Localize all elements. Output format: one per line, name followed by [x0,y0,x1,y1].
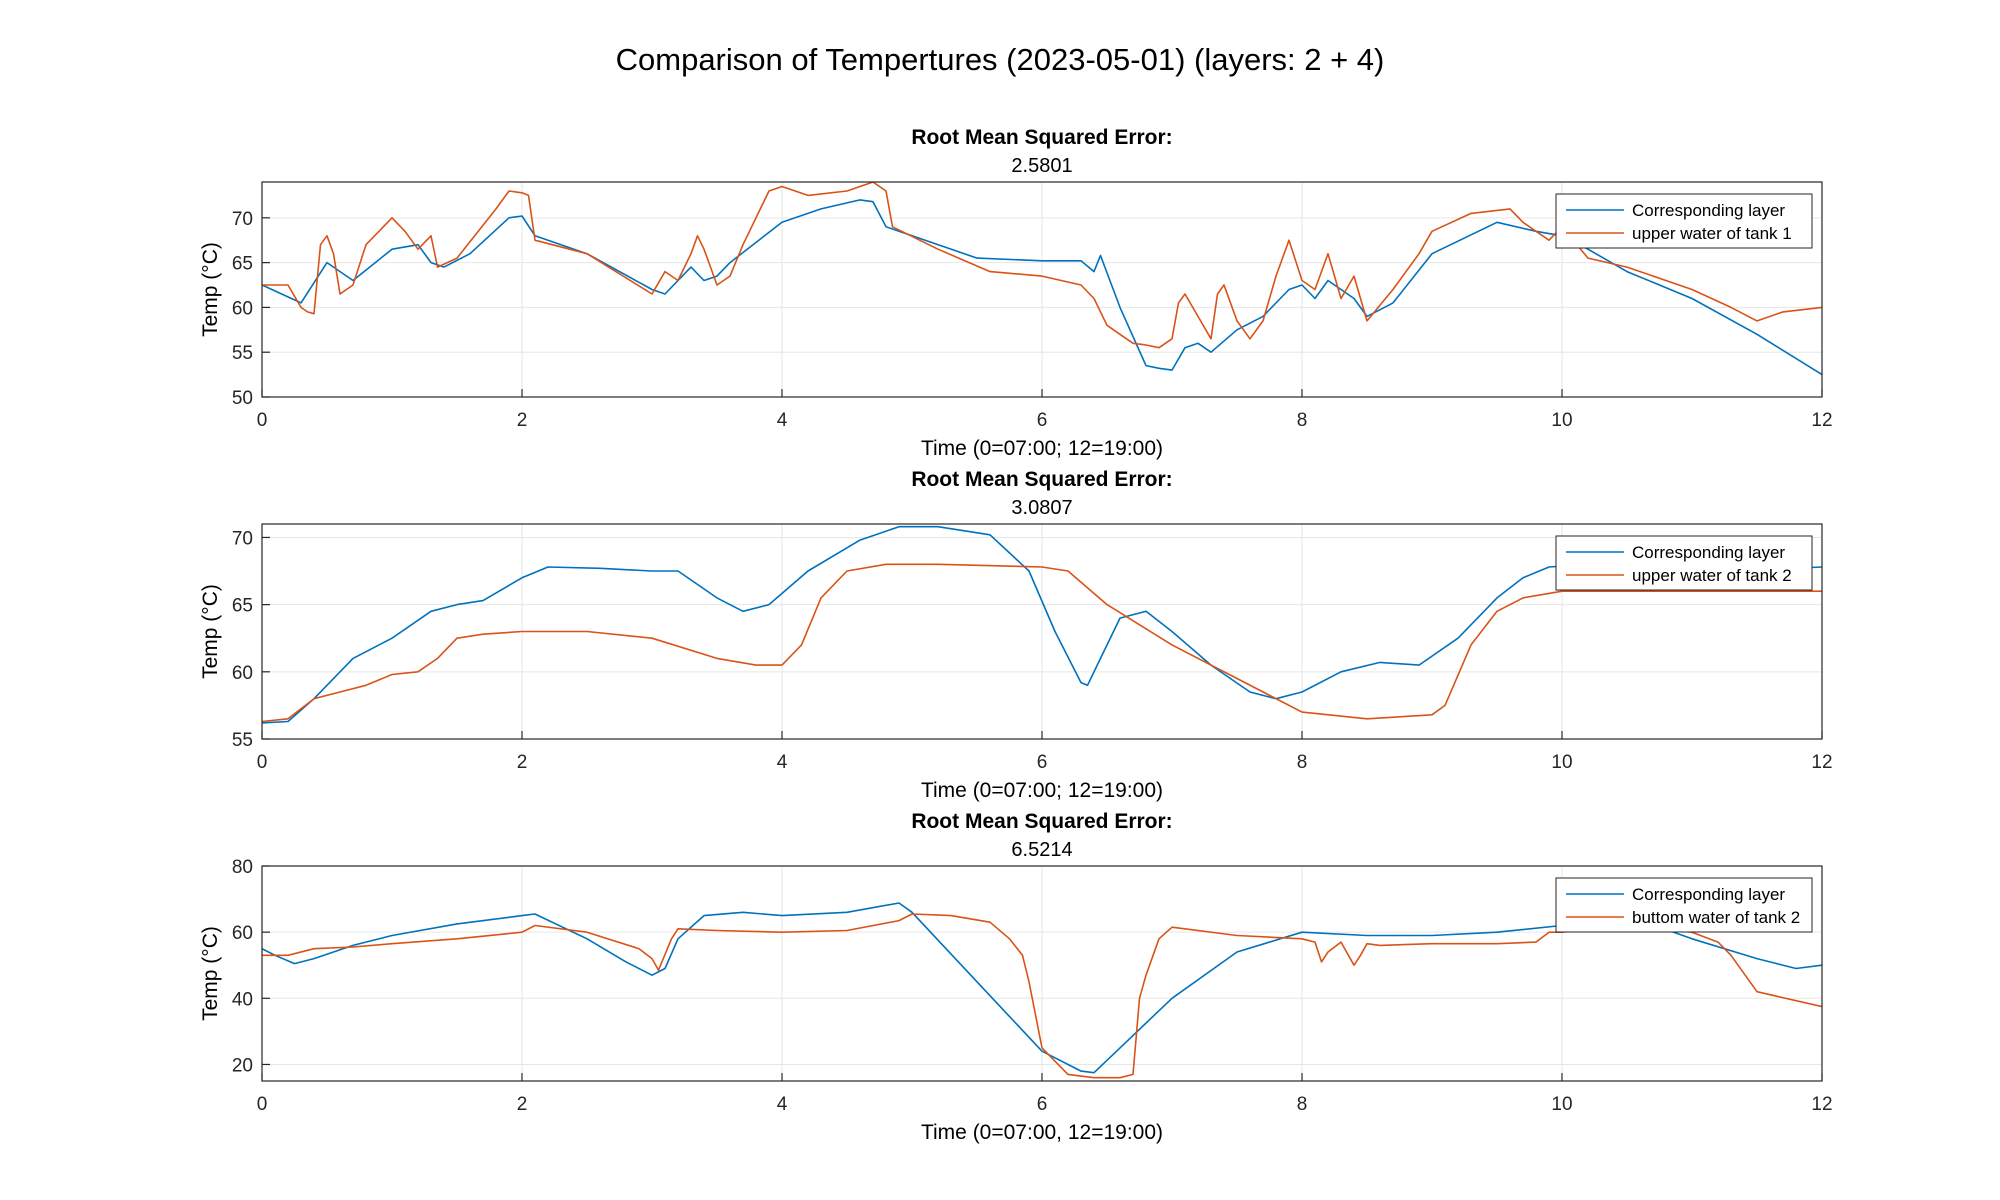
x-tick-label: 0 [257,410,268,431]
x-tick-label: 0 [257,752,268,773]
x-tick-label: 2 [517,752,528,773]
y-axis-label: Temp (°C) [199,926,222,1021]
x-tick-label: 0 [257,1094,268,1115]
x-tick-label: 6 [1037,1094,1048,1115]
legend-label: upper water of tank 1 [1632,224,1792,243]
x-tick-label: 10 [1551,752,1572,773]
x-tick-label: 10 [1551,1094,1572,1115]
y-tick-label: 60 [232,923,253,944]
x-tick-label: 8 [1297,410,1308,431]
figure-title: Comparison of Tempertures (2023-05-01) (… [615,42,1385,77]
legend: Corresponding layer buttom water of tank … [1555,877,1813,933]
legend-label: buttom water of tank 2 [1632,908,1800,927]
series-line-corresponding-layer [262,199,1822,376]
y-axis-label: Temp (°C) [199,584,222,679]
x-tick-label: 6 [1037,410,1048,431]
x-tick-label: 4 [777,752,788,773]
series-line-measured [262,913,1822,1079]
x-axis-label: Time (0=07:00, 12=19:00) [921,1121,1163,1144]
y-tick-label: 20 [232,1055,253,1076]
legend-box [1555,535,1813,591]
y-tick-label: 40 [232,989,253,1010]
y-tick-label: 60 [232,663,253,684]
subplot-title: Root Mean Squared Error: [911,468,1172,491]
x-tick-label: 12 [1811,410,1832,431]
subplot-2: 0 2 4 6 8 10 12 55 60 65 70 Root Mean Squared Error… [199,468,1833,802]
x-tick-label: 8 [1297,1094,1308,1115]
x-tick-label: 12 [1811,752,1832,773]
y-tick-label: 70 [232,528,253,549]
series-line-measured [262,182,1822,349]
legend-label: Corresponding layer [1632,543,1785,562]
y-tick-label: 65 [232,596,253,617]
legend-box [1555,193,1813,249]
y-tick-label: 80 [232,857,253,878]
x-axis-label: Time (0=07:00; 12=19:00) [921,779,1163,802]
x-tick-label: 8 [1297,752,1308,773]
y-tick-label: 55 [232,343,253,364]
y-tick-label: 55 [232,730,253,751]
x-tick-label: 10 [1551,410,1572,431]
x-tick-label: 12 [1811,1094,1832,1115]
legend-box [1555,877,1813,933]
series-line-corresponding-layer [262,902,1822,1074]
x-tick-label: 4 [777,410,788,431]
x-tick-label: 2 [517,410,528,431]
rmse-value: 6.5214 [1011,839,1072,861]
x-axis-label: Time (0=07:00; 12=19:00) [921,437,1163,460]
rmse-value: 3.0807 [1011,497,1072,519]
rmse-value: 2.5801 [1011,155,1072,177]
series-line-measured [262,563,1822,723]
series-line-corresponding-layer [262,525,1822,724]
x-tick-label: 4 [777,1094,788,1115]
y-tick-label: 60 [232,298,253,319]
legend-label: upper water of tank 2 [1632,566,1792,585]
legend: Corresponding layer upper water of tank 2 [1555,535,1813,591]
legend: Corresponding layer upper water of tank 1 [1555,193,1813,249]
subplot-1: 0 2 4 6 8 10 12 50 55 60 65 70 Root Mean Squared Err… [199,126,1833,460]
x-tick-label: 2 [517,1094,528,1115]
x-tick-label: 6 [1037,752,1048,773]
legend-label: Corresponding layer [1632,885,1785,904]
y-axis-label: Temp (°C) [199,242,222,337]
legend-label: Corresponding layer [1632,201,1785,220]
subplot-title: Root Mean Squared Error: [911,126,1172,149]
y-tick-label: 70 [232,209,253,230]
y-tick-label: 50 [232,388,253,409]
subplot-3: 0 2 4 6 8 10 12 20 40 60 80 Root Mean Squared Error… [199,810,1833,1144]
subplot-title: Root Mean Squared Error: [911,810,1172,833]
y-tick-label: 65 [232,254,253,275]
